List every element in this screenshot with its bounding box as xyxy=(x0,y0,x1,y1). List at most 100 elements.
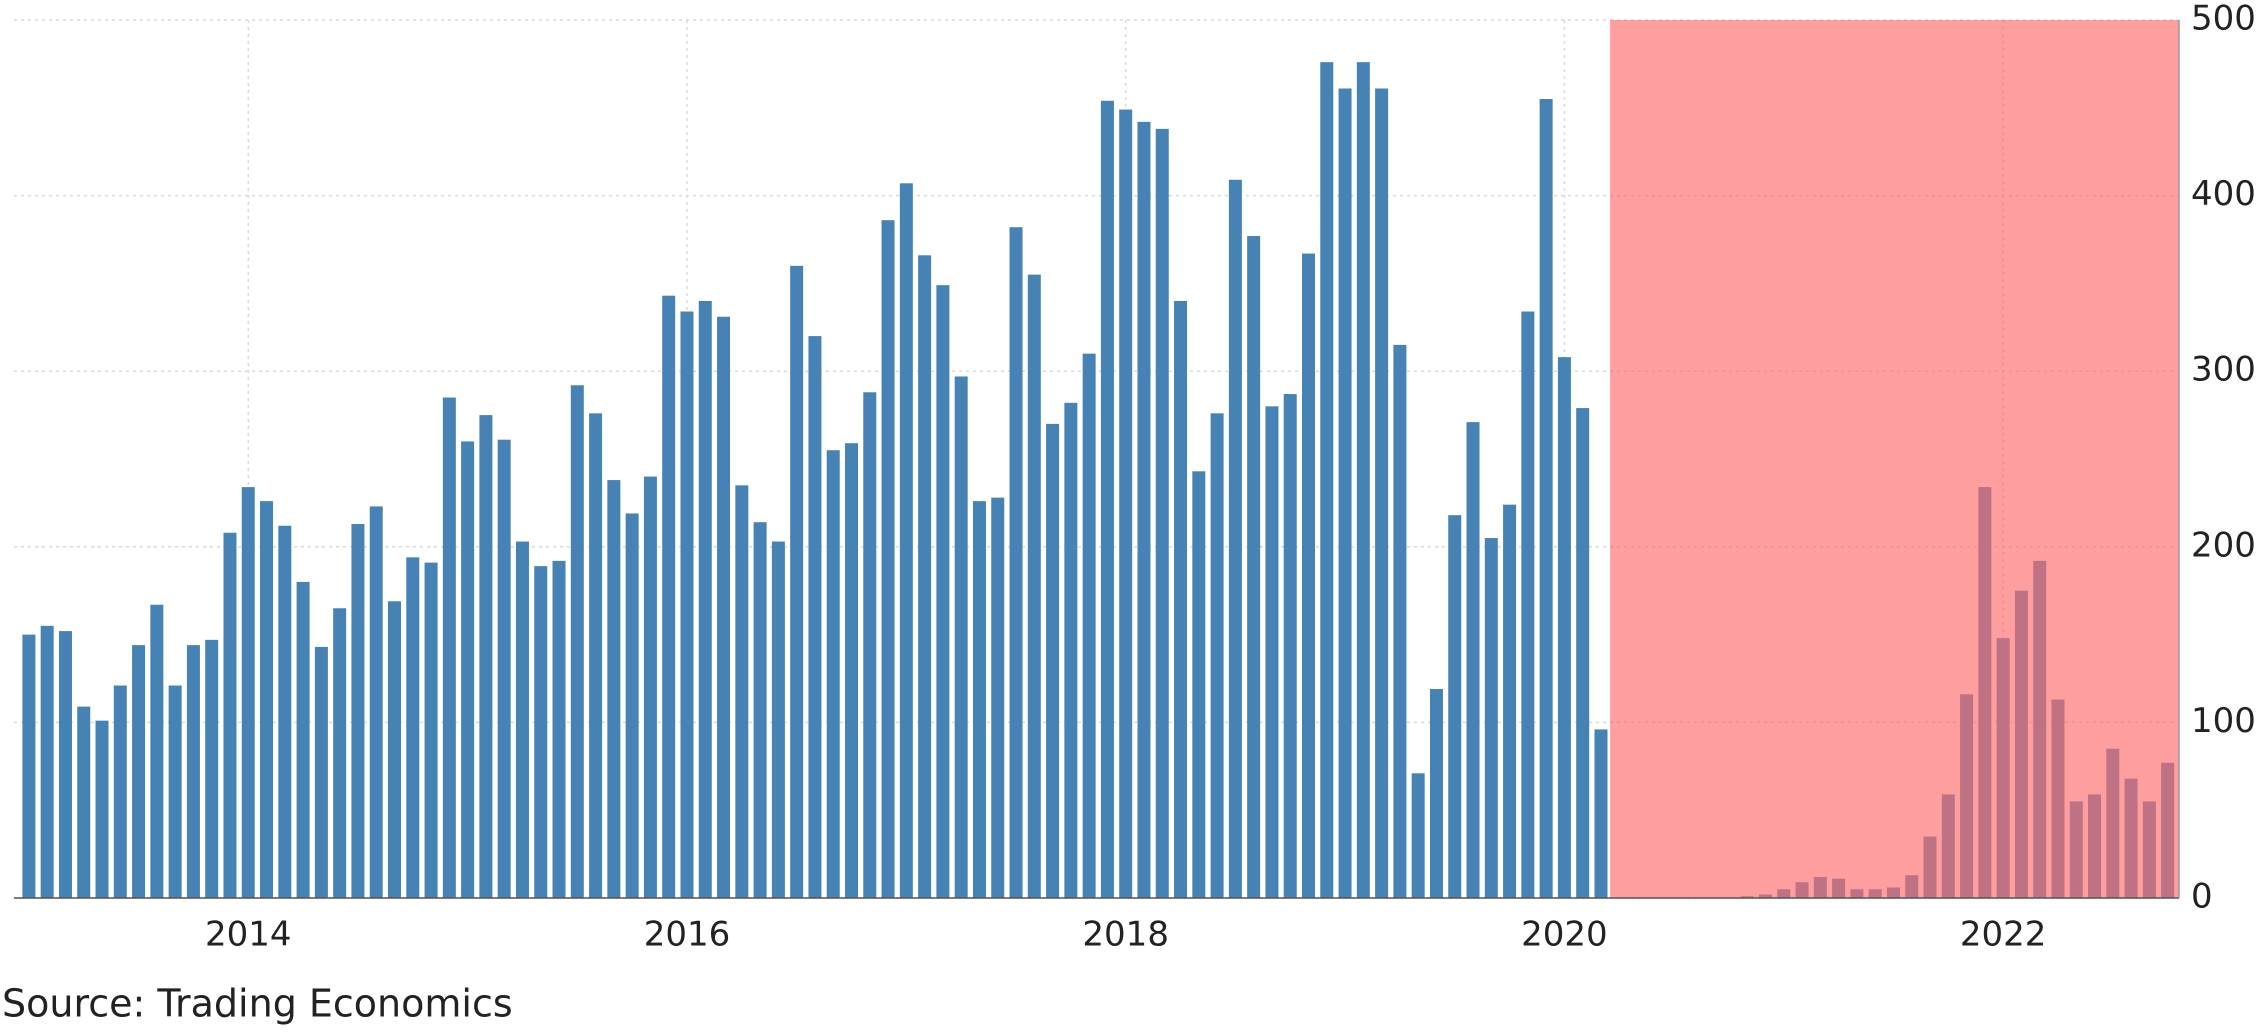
bar xyxy=(1265,406,1279,898)
bar xyxy=(1411,773,1425,898)
bar xyxy=(1046,423,1060,898)
bar xyxy=(369,506,383,898)
bar xyxy=(1283,394,1297,898)
bar xyxy=(826,450,840,898)
bar xyxy=(223,532,237,898)
bar xyxy=(1375,88,1389,898)
bar xyxy=(333,608,347,898)
bar xyxy=(771,541,785,898)
bar xyxy=(1210,413,1224,898)
bar xyxy=(1064,402,1078,898)
bar xyxy=(296,581,310,898)
y-tick-label: 200 xyxy=(2191,525,2256,565)
bar xyxy=(808,336,822,899)
y-tick-label: 100 xyxy=(2191,701,2256,741)
bar xyxy=(497,439,511,898)
bar xyxy=(351,523,365,898)
bar xyxy=(1027,274,1041,898)
x-tick-label: 2016 xyxy=(644,915,731,955)
bar xyxy=(1192,471,1206,898)
bar xyxy=(735,485,749,898)
bar xyxy=(150,604,164,898)
bar xyxy=(113,685,127,898)
bar xyxy=(406,557,420,898)
bar xyxy=(1119,109,1133,898)
bar xyxy=(607,480,621,898)
bar xyxy=(936,285,950,898)
source-note: Source: Trading Economics xyxy=(2,982,513,1026)
bar xyxy=(717,316,731,898)
bar xyxy=(1503,504,1517,898)
bar xyxy=(899,183,913,899)
bar xyxy=(515,541,529,898)
bar xyxy=(186,645,200,898)
bar xyxy=(589,413,603,898)
y-tick-label: 400 xyxy=(2191,174,2256,214)
bar xyxy=(1247,235,1261,898)
bar xyxy=(991,497,1005,898)
bar xyxy=(278,525,292,898)
bar xyxy=(1594,729,1608,898)
x-tick-label: 2020 xyxy=(1521,915,1608,955)
bar xyxy=(1155,128,1169,898)
bar xyxy=(1228,179,1242,898)
bar xyxy=(698,300,712,899)
highlight-region xyxy=(1610,20,2179,898)
bar xyxy=(1466,422,1480,898)
bar xyxy=(77,706,91,898)
bar xyxy=(1557,357,1571,899)
bar xyxy=(1137,121,1151,898)
bar xyxy=(625,513,639,898)
bar xyxy=(388,601,401,898)
bar xyxy=(241,487,255,898)
bar xyxy=(918,255,932,898)
bar xyxy=(1338,88,1352,898)
bar xyxy=(570,385,584,898)
bar xyxy=(1174,300,1188,899)
bar xyxy=(1082,353,1096,898)
x-tick-label: 2022 xyxy=(1960,915,2047,955)
bar xyxy=(972,501,986,898)
bar xyxy=(680,311,694,899)
bar xyxy=(168,685,182,898)
bar xyxy=(534,566,548,898)
bar xyxy=(461,441,475,898)
bar xyxy=(881,220,895,898)
bar xyxy=(424,562,438,898)
bar xyxy=(132,645,146,898)
bar xyxy=(552,560,566,898)
x-tick-label: 2014 xyxy=(205,915,292,955)
bar xyxy=(1484,538,1498,898)
bar xyxy=(1356,62,1370,899)
bar xyxy=(662,295,676,898)
bar xyxy=(1302,253,1315,899)
bar xyxy=(22,634,36,898)
bar xyxy=(442,397,456,898)
bar xyxy=(753,522,767,898)
bar xyxy=(643,476,657,898)
bar xyxy=(1100,100,1114,898)
y-tick-label: 0 xyxy=(2191,877,2213,917)
bar xyxy=(1576,408,1590,898)
y-tick-label: 300 xyxy=(2191,350,2256,390)
bar xyxy=(58,631,72,898)
bar xyxy=(314,646,328,898)
bar xyxy=(845,443,858,898)
bar xyxy=(479,415,493,898)
bar xyxy=(1448,515,1462,898)
bar xyxy=(1320,62,1334,899)
bar xyxy=(1429,689,1443,898)
bar xyxy=(1521,311,1535,899)
bar xyxy=(1393,344,1407,898)
y-tick-label: 500 xyxy=(2191,0,2256,39)
bar xyxy=(95,720,109,898)
bar xyxy=(205,639,219,898)
bar xyxy=(1539,99,1553,898)
bar xyxy=(40,625,54,898)
bar xyxy=(260,501,274,898)
x-tick-label: 2018 xyxy=(1082,915,1169,955)
bar xyxy=(863,392,877,898)
bar xyxy=(1009,227,1023,898)
